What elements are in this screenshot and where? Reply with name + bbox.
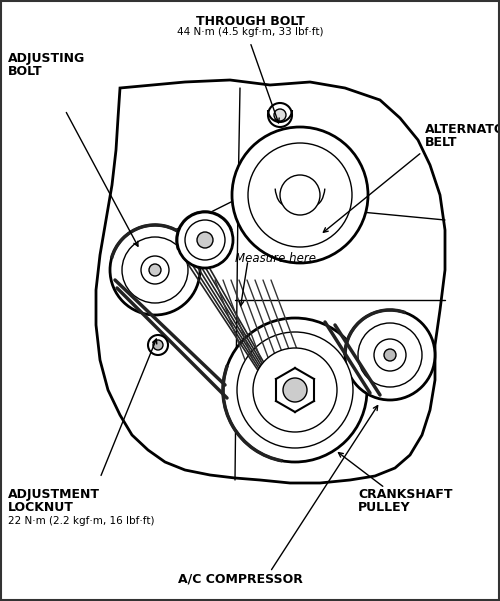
Circle shape	[237, 332, 353, 448]
Text: ADJUSTMENT: ADJUSTMENT	[8, 488, 100, 501]
Text: BOLT: BOLT	[8, 65, 42, 78]
Circle shape	[358, 323, 422, 387]
Circle shape	[149, 264, 161, 276]
Circle shape	[253, 348, 337, 432]
Circle shape	[280, 175, 320, 215]
Circle shape	[384, 349, 396, 361]
Circle shape	[122, 237, 188, 303]
Circle shape	[232, 127, 368, 263]
Circle shape	[177, 212, 233, 268]
Polygon shape	[96, 80, 445, 483]
Text: PULLEY: PULLEY	[358, 501, 410, 514]
Text: A/C COMPRESSOR: A/C COMPRESSOR	[178, 572, 302, 585]
Circle shape	[274, 109, 286, 121]
Circle shape	[345, 310, 435, 400]
Text: Measure here.: Measure here.	[235, 252, 320, 265]
Text: 22 N·m (2.2 kgf·m, 16 lbf·ft): 22 N·m (2.2 kgf·m, 16 lbf·ft)	[8, 516, 154, 526]
Circle shape	[283, 378, 307, 402]
Text: THROUGH BOLT: THROUGH BOLT	[196, 15, 304, 28]
Circle shape	[374, 339, 406, 371]
Circle shape	[110, 225, 200, 315]
Circle shape	[248, 143, 352, 247]
Circle shape	[197, 232, 213, 248]
Text: ALTERNATOR: ALTERNATOR	[425, 123, 500, 136]
Text: ADJUSTING: ADJUSTING	[8, 52, 85, 65]
Text: BELT: BELT	[425, 136, 458, 149]
Text: LOCKNUT: LOCKNUT	[8, 501, 74, 514]
Circle shape	[141, 256, 169, 284]
Circle shape	[185, 220, 225, 260]
Circle shape	[153, 340, 163, 350]
Circle shape	[223, 318, 367, 462]
Text: 44 N·m (4.5 kgf·m, 33 lbf·ft): 44 N·m (4.5 kgf·m, 33 lbf·ft)	[177, 27, 323, 37]
Circle shape	[268, 103, 292, 127]
Text: CRANKSHAFT: CRANKSHAFT	[358, 488, 452, 501]
Circle shape	[148, 335, 168, 355]
